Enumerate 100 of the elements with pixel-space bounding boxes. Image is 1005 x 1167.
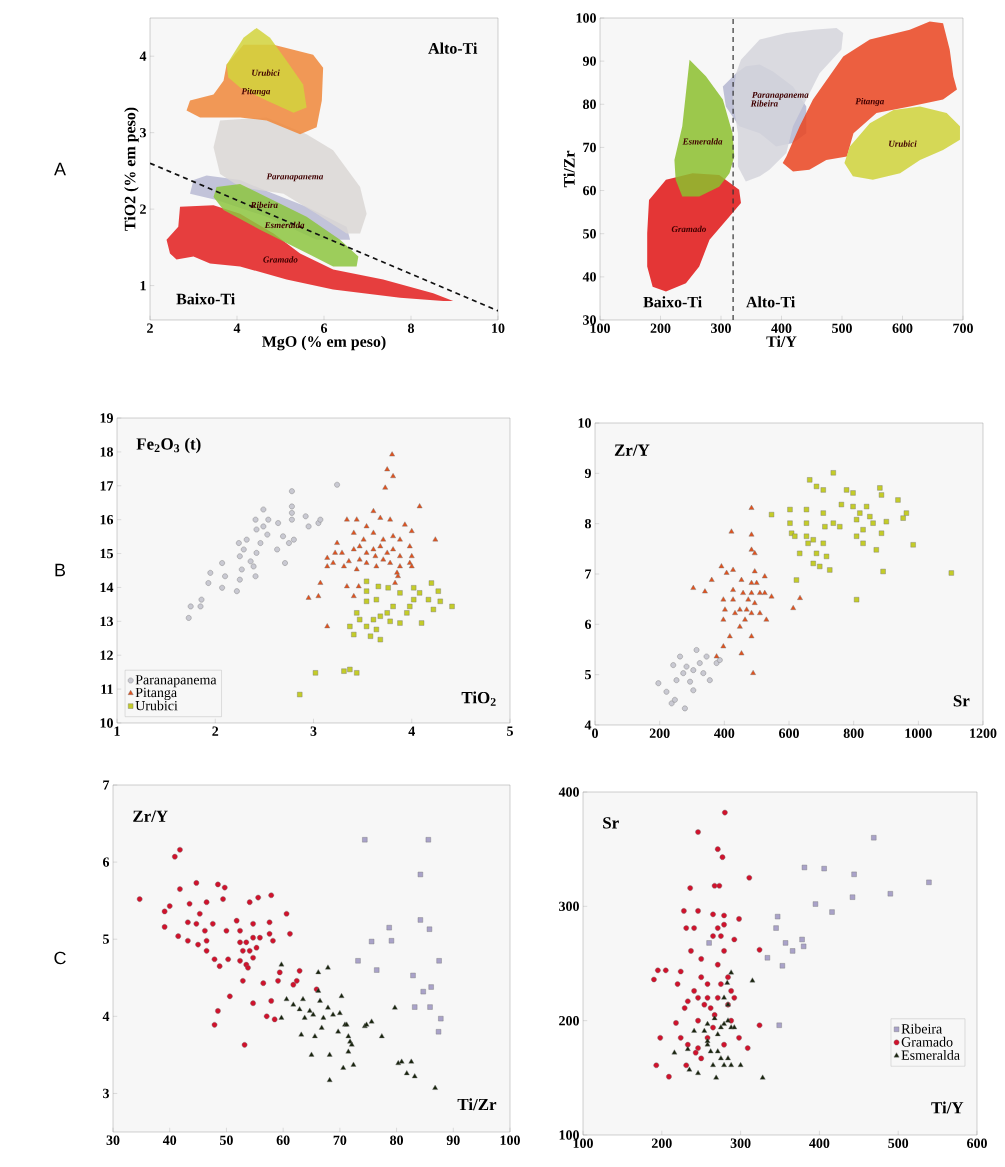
y-tick-label: 6 (102, 857, 110, 867)
y-tick-label: 5 (103, 934, 109, 944)
x-tick-label: 6 (321, 323, 328, 333)
y-tick-label: 18 (100, 447, 114, 457)
y-tick-label: 8 (584, 518, 592, 529)
series-label: Paranapanema (266, 173, 324, 182)
x-tick-label: 800 (843, 728, 864, 738)
x-tick-label: 50 (220, 1135, 233, 1145)
y-axis-title: Zr/Y (133, 810, 168, 822)
series-label: Ribeira (750, 100, 778, 107)
x-tick-label: 400 (714, 728, 735, 738)
x-tick-label: 90 (446, 1135, 460, 1145)
x-tick-label: 600 (779, 728, 799, 738)
x-tick-label: 200 (650, 323, 671, 333)
series-label: Esmeralda (682, 138, 723, 145)
y-tick-label: 5 (585, 670, 591, 680)
y-tick-label: 4 (102, 1011, 110, 1021)
y-tick-label: 300 (559, 901, 579, 912)
y-tick-label: 30 (583, 315, 596, 325)
y-tick-label: 3 (140, 127, 147, 138)
y-tick-label: 100 (576, 13, 596, 23)
y-tick-label: 7 (103, 780, 110, 790)
x-axis-title: Sr (953, 695, 970, 707)
annotation: Alto-Ti (746, 296, 796, 308)
x-tick-label: 600 (967, 1138, 987, 1148)
y-tick-label: 11 (101, 684, 113, 694)
series-label: Pitanga (241, 87, 271, 97)
x-tick-label: 1000 (905, 728, 932, 738)
x-tick-label: 100 (500, 1135, 520, 1145)
series-label: Gramado (671, 225, 706, 233)
y-tick-label: 12 (100, 650, 113, 660)
x-tick-label: 300 (711, 323, 731, 333)
series-label: Paranapanema (751, 91, 809, 100)
x-axis-title: Ti/Y (766, 335, 797, 347)
x-tick-label: 0 (592, 728, 598, 738)
y-tick-label: 50 (583, 228, 596, 239)
x-tick-label: 300 (730, 1138, 751, 1148)
y-tick-label: 2 (140, 204, 146, 214)
x-tick-label: 500 (888, 1138, 909, 1148)
y-tick-label: 7 (585, 569, 592, 579)
x-tick-label: 400 (771, 323, 792, 333)
x-tick-label: 600 (892, 323, 913, 333)
legend-label: Pitanga (135, 687, 177, 701)
y-axis-title: Zr/Y (614, 444, 650, 456)
x-tick-label: 70 (333, 1135, 347, 1145)
y-tick-label: 17 (100, 481, 114, 491)
x-tick-label: 500 (832, 323, 852, 333)
text: A (54, 162, 66, 176)
text: C (54, 951, 66, 965)
y-tick-label: 6 (585, 619, 592, 630)
series-label: Esmeralda (264, 221, 305, 229)
y-tick-label: 3 (103, 1088, 110, 1099)
annotation: Alto-Ti (428, 42, 478, 54)
x-axis-title: MgO (% em peso) (262, 335, 386, 351)
legend-label: Esmeralda (901, 1050, 960, 1060)
y-axis-title: Fe$_{2}$O$_{3}$ (t) (136, 437, 201, 454)
y-tick-label: 16 (100, 514, 114, 525)
x-tick-label: 60 (276, 1135, 290, 1145)
legend-label: Urubici (135, 700, 178, 711)
x-tick-label: 2 (212, 726, 219, 736)
x-tick-label: 400 (809, 1138, 830, 1148)
y-tick-label: 9 (584, 468, 591, 479)
y-axis-title: Ti/Zr (563, 150, 575, 188)
annotation: Baixo-Ti (176, 293, 235, 305)
legend-label: Ribeira (901, 1023, 943, 1034)
y-tick-label: 400 (558, 787, 579, 797)
y-tick-label: 1 (140, 280, 146, 291)
y-axis-title: TiO2 (% em peso) (124, 107, 139, 231)
x-tick-label: 4 (408, 726, 415, 736)
x-axis-title: TiO$_{2}$ (461, 691, 496, 706)
x-tick-label: 40 (162, 1135, 177, 1145)
series-label: Gramado (263, 256, 298, 263)
y-tick-label: 19 (100, 413, 113, 423)
x-tick-label: 1200 (970, 728, 997, 738)
y-tick-label: 13 (100, 616, 114, 627)
y-tick-label: 200 (559, 1015, 579, 1026)
y-tick-label: 40 (582, 272, 596, 282)
series-label: Ribeira (250, 201, 278, 208)
series-label: Urubici (252, 69, 280, 76)
x-tick-label: 80 (390, 1135, 404, 1145)
y-tick-label: 10 (578, 418, 591, 428)
y-tick-label: 15 (100, 548, 113, 559)
y-tick-label: 60 (583, 185, 596, 196)
legend-label: Paranapanema (135, 675, 217, 688)
x-tick-label: 200 (651, 1138, 672, 1148)
annotation: Baixo-Ti (643, 296, 702, 308)
y-tick-label: 10 (100, 718, 113, 728)
x-tick-label: 4 (233, 323, 241, 333)
y-tick-label: 4 (139, 51, 147, 61)
y-axis-title: Sr (603, 817, 619, 829)
y-tick-label: 90 (582, 56, 596, 66)
x-axis-title: Ti/Zr (457, 1098, 497, 1111)
x-tick-label: 10 (492, 323, 505, 333)
x-tick-label: 8 (407, 323, 415, 333)
y-tick-label: 70 (583, 142, 596, 153)
y-tick-label: 80 (583, 99, 596, 109)
text: B (55, 563, 66, 577)
x-tick-label: 700 (953, 323, 973, 333)
y-tick-label: 14 (100, 582, 114, 593)
legend-label: Gramado (901, 1036, 953, 1047)
